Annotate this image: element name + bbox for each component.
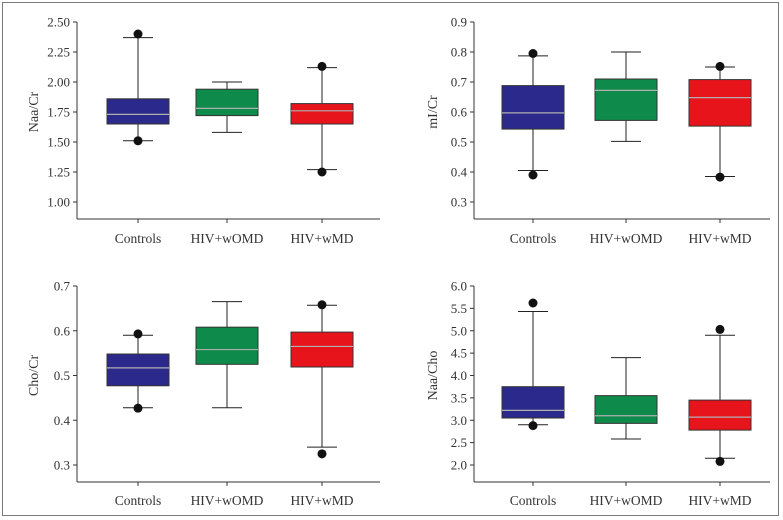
outlier-point bbox=[528, 170, 538, 180]
box-hiv-wmd bbox=[688, 324, 752, 466]
y-tick-label: 0.7 bbox=[451, 75, 468, 90]
outlier-point bbox=[715, 61, 725, 71]
y-tick-label: 0.6 bbox=[451, 105, 468, 120]
y-tick-label: 1.25 bbox=[47, 165, 70, 180]
box-iqr bbox=[501, 85, 565, 130]
y-tick-label: 2.50 bbox=[47, 15, 70, 30]
box-iqr bbox=[106, 98, 170, 125]
outlier-point bbox=[528, 298, 538, 308]
x-category-label: HIV+wMD bbox=[688, 493, 751, 508]
y-tick-label: 3.0 bbox=[451, 413, 467, 428]
outlier-point bbox=[715, 172, 725, 182]
box-iqr bbox=[688, 79, 752, 127]
box-hiv-womd bbox=[594, 357, 658, 440]
outlier-point bbox=[133, 403, 143, 413]
x-category-label: HIV+wOMD bbox=[590, 231, 663, 246]
chart-panel-3: 0.3 0.4 0.5 0.6 0.7 Cho/Cr Controls HIV+wOMD HIV… bbox=[27, 279, 380, 508]
outlier-point bbox=[317, 61, 327, 71]
chart-panel-1: 1.00 1.25 1.50 1.75 2.00 2.25 2.50 Naa/Cr Contro… bbox=[27, 15, 380, 246]
outlier-point bbox=[528, 49, 538, 58]
y-tick-label: 0.6 bbox=[54, 323, 71, 338]
x-category-label: Controls bbox=[115, 493, 162, 508]
box-iqr bbox=[290, 103, 354, 125]
outlier-point bbox=[528, 421, 538, 431]
y-axis-label: Naa/Cho bbox=[426, 351, 441, 401]
box-controls bbox=[501, 49, 565, 180]
y-tick-label: 0.5 bbox=[451, 135, 467, 150]
outlier-point bbox=[715, 324, 725, 334]
box-controls bbox=[106, 329, 170, 413]
x-category-label: HIV+wOMD bbox=[191, 231, 264, 246]
box-controls bbox=[106, 29, 170, 146]
y-tick-label: 1.75 bbox=[47, 105, 70, 120]
chart-panel-4: 2.0 2.5 3.0 3.5 4.0 4.5 5.0 5.5 6.0 Naa/Cho Contro… bbox=[426, 279, 770, 508]
y-tick-label: 5.0 bbox=[451, 323, 467, 338]
y-tick-label: 2.00 bbox=[47, 75, 70, 90]
box-iqr bbox=[195, 88, 259, 117]
x-category-label: Controls bbox=[510, 493, 557, 508]
y-tick-label: 0.8 bbox=[451, 45, 467, 60]
y-tick-label: 1.50 bbox=[47, 135, 70, 150]
y-tick-label: 0.7 bbox=[54, 279, 71, 294]
chart-panel-2: 0.3 0.4 0.5 0.6 0.7 0.8 0.9 mI/Cr Controls HIV+wO… bbox=[426, 15, 770, 246]
y-tick-label: 0.4 bbox=[451, 165, 468, 180]
y-tick-label: 3.5 bbox=[451, 390, 467, 405]
box-iqr bbox=[594, 78, 658, 121]
x-category-label: HIV+wOMD bbox=[590, 493, 663, 508]
y-tick-label: 4.5 bbox=[451, 346, 467, 361]
x-category-label: HIV+wMD bbox=[688, 231, 751, 246]
y-tick-label: 1.00 bbox=[47, 195, 70, 210]
y-tick-label: 0.3 bbox=[451, 195, 467, 210]
box-iqr bbox=[594, 395, 658, 424]
y-axis-label: Cho/Cr bbox=[27, 355, 42, 397]
box-hiv-womd bbox=[195, 301, 259, 409]
box-iqr bbox=[290, 331, 354, 368]
outlier-point bbox=[133, 136, 143, 146]
box-controls bbox=[501, 298, 565, 431]
y-tick-label: 6.0 bbox=[451, 279, 467, 294]
y-tick-label: 2.25 bbox=[47, 45, 70, 60]
y-tick-label: 2.5 bbox=[451, 435, 467, 450]
box-iqr bbox=[195, 326, 259, 365]
box-hiv-wmd bbox=[688, 61, 752, 182]
outlier-point bbox=[317, 449, 327, 459]
y-tick-label: 4.0 bbox=[451, 368, 467, 383]
outlier-point bbox=[133, 29, 143, 39]
box-iqr bbox=[688, 399, 752, 431]
x-category-label: HIV+wMD bbox=[290, 493, 353, 508]
box-hiv-wmd bbox=[290, 61, 354, 177]
outlier-point bbox=[317, 167, 327, 177]
x-category-label: HIV+wOMD bbox=[191, 493, 264, 508]
y-axis-label: mI/Cr bbox=[426, 95, 441, 129]
outlier-point bbox=[133, 329, 143, 339]
y-axis-label: Naa/Cr bbox=[27, 91, 42, 132]
y-tick-label: 0.4 bbox=[54, 413, 71, 428]
x-category-label: Controls bbox=[510, 231, 557, 246]
outlier-point bbox=[715, 456, 725, 466]
y-tick-label: 2.0 bbox=[451, 458, 467, 473]
y-tick-label: 0.9 bbox=[451, 15, 467, 30]
box-hiv-wmd bbox=[290, 300, 354, 459]
box-iqr bbox=[106, 353, 170, 387]
y-tick-label: 0.3 bbox=[54, 458, 70, 473]
y-tick-label: 0.5 bbox=[54, 368, 70, 383]
x-category-label: HIV+wMD bbox=[290, 231, 353, 246]
x-category-label: Controls bbox=[115, 231, 162, 246]
box-iqr bbox=[501, 386, 565, 419]
outlier-point bbox=[317, 300, 327, 310]
box-hiv-womd bbox=[594, 51, 658, 142]
box-hiv-womd bbox=[195, 81, 259, 133]
y-tick-label: 5.5 bbox=[451, 301, 467, 316]
